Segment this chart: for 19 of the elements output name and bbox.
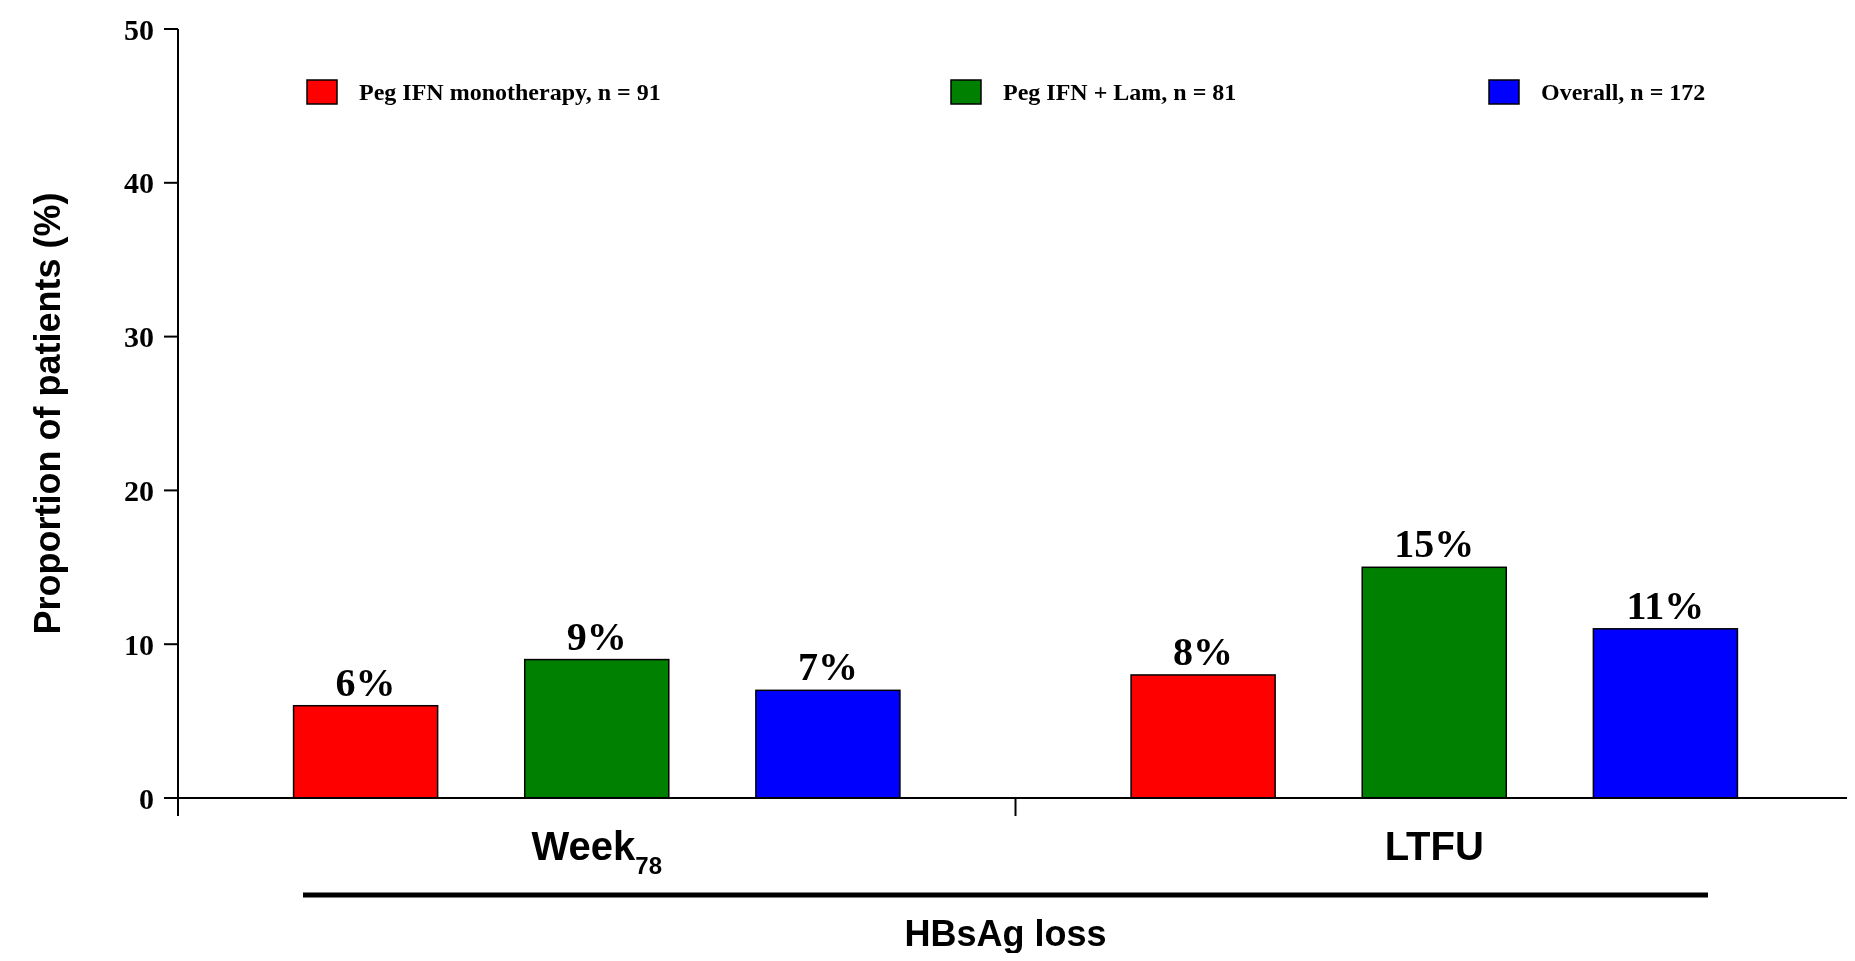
legend-label: Peg IFN + Lam, n = 81 xyxy=(1003,79,1237,105)
data-label: 11% xyxy=(1626,582,1705,628)
y-tick-label: 50 xyxy=(124,12,154,46)
y-tick-label: 20 xyxy=(124,473,154,507)
data-label: 8% xyxy=(1173,628,1234,674)
y-axis-title: Proportion of patients (%) xyxy=(27,192,68,635)
data-label: 15% xyxy=(1394,521,1475,567)
data-label: 6% xyxy=(335,659,396,705)
x-tick-label: Week$_{78}$ xyxy=(531,824,662,879)
data-label: 7% xyxy=(797,644,858,690)
y-tick-label: 40 xyxy=(124,166,154,200)
y-tick-label: 0 xyxy=(139,781,154,815)
legend-label: Peg IFN monotherapy, n = 91 xyxy=(359,79,661,105)
legend-label: Overall, n = 172 xyxy=(1541,79,1706,105)
x-tick-label: LTFU xyxy=(1384,824,1484,868)
x-axis-title: HBsAg loss xyxy=(904,913,1107,954)
data-label: 9% xyxy=(566,613,627,659)
y-tick-label: 10 xyxy=(124,627,154,661)
y-tick-label: 30 xyxy=(124,320,154,354)
